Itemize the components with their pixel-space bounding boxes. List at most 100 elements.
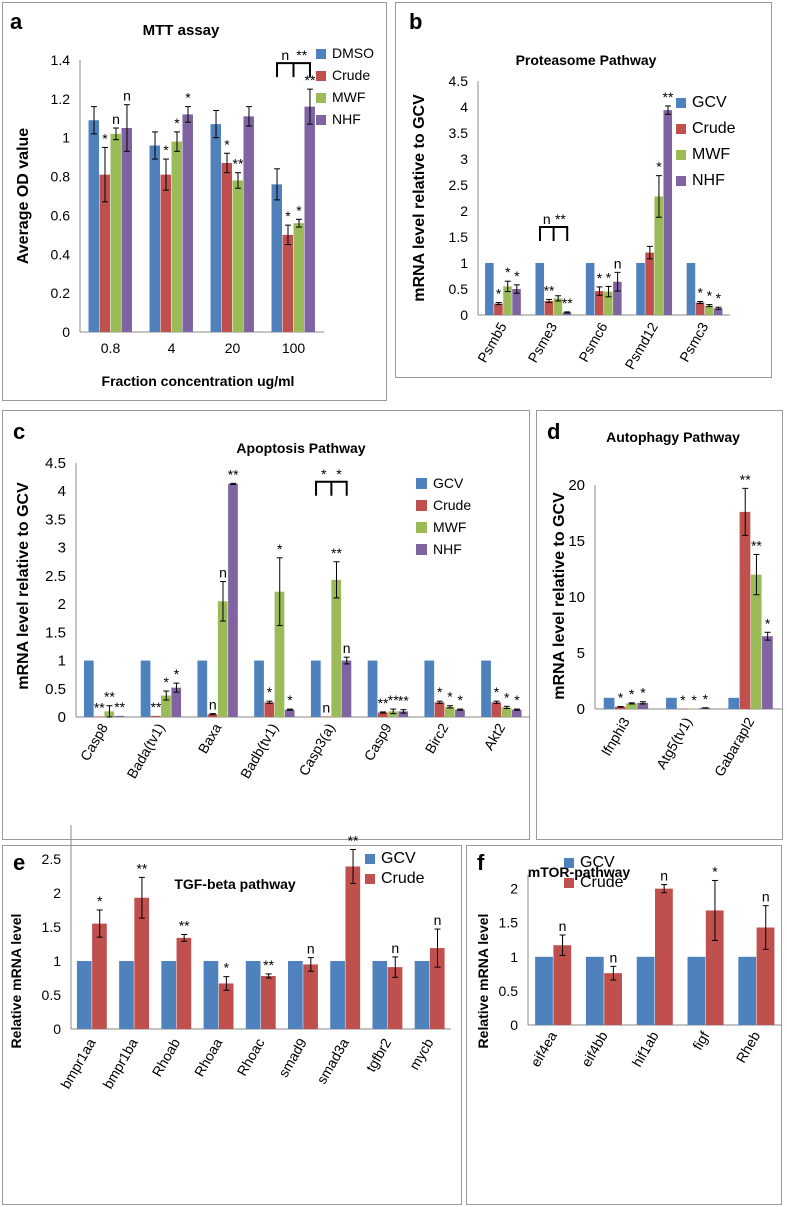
- y-tick-label: 2: [460, 203, 468, 219]
- bar-gcv-casp9: [367, 660, 378, 717]
- y-tick-label: 0.4: [51, 246, 71, 262]
- bar-crude-gabarapl2: [739, 511, 751, 709]
- bar-mwf-atg5-tv1: [688, 708, 700, 710]
- significance-label: n: [660, 868, 668, 884]
- panel-label-b: b: [409, 9, 423, 34]
- legend-swatch-crude: [564, 878, 574, 888]
- panel-b: b Proteasome Pathway 0 0.5 1 1.5 2 2.5 3 3.5 4 4.5…: [395, 2, 772, 378]
- bar-crude-rheb: [756, 927, 775, 1025]
- x-tick-label: lfnphi3: [598, 714, 633, 758]
- legend-label-mwf: MWF: [692, 146, 730, 163]
- bar-mwf-psmc3: [704, 305, 714, 315]
- chart-e: TGF-beta pathway 0 0.5 1 1.5 2 2.5 Relative mRN…: [8, 825, 451, 1091]
- x-tick-label: mycb: [406, 1035, 437, 1072]
- y-tick-label: 0.5: [42, 987, 62, 1003]
- x-tick-label: Birc2: [422, 720, 452, 756]
- x-tick-label: Badb(tv1): [237, 721, 281, 782]
- y-axis-label: Relative mRNA level: [475, 914, 491, 1049]
- bar-crude-figf: [705, 910, 724, 1025]
- significance-label: n: [391, 940, 399, 956]
- significance-label: **: [305, 72, 316, 88]
- bar-crude-birc2: [434, 702, 445, 717]
- bracket-label: n: [543, 211, 551, 227]
- y-tick-label: 3.5: [45, 511, 66, 528]
- y-tick-label: 0.5: [449, 281, 469, 297]
- bar-dmso-0-8: [88, 120, 100, 332]
- comparison-bracket: [315, 480, 348, 496]
- panel-c: c Apoptosis Pathway 0 0.5 1 1.5 2 2.5 3 3.5 4 4.5 m…: [2, 410, 530, 840]
- bar-nhf-4: [182, 114, 193, 333]
- significance-label: *: [185, 90, 191, 106]
- bar-crude-psmc3: [695, 302, 705, 315]
- comparison-bracket: [276, 62, 311, 78]
- legend-swatch-crude: [676, 124, 686, 134]
- legend-swatch-gcv: [365, 854, 375, 864]
- significance-label: *: [505, 264, 511, 280]
- y-tick-label: 0: [460, 307, 468, 323]
- chart-title: Apoptosis Pathway: [236, 440, 365, 456]
- significance-label: **: [398, 693, 409, 709]
- legend-swatch-mwf: [676, 150, 686, 160]
- bar-mwf-badb-tv1: [274, 591, 285, 717]
- x-tick-label: bmpr1aa: [57, 1035, 99, 1091]
- x-tick-label: Bada(tv1): [124, 721, 168, 782]
- bar-mwf-casp3-a: [331, 579, 342, 717]
- bar-crude-atg5-tv1: [677, 708, 688, 710]
- panel-label-a: a: [10, 9, 23, 34]
- bar-gcv-atg5-tv1: [666, 697, 677, 709]
- significance-label: n: [614, 255, 622, 271]
- y-tick-label: 3: [58, 540, 66, 557]
- x-tick-label: Gabarapl2: [711, 714, 758, 779]
- y-tick-label: 4.5: [449, 73, 469, 89]
- bar-mwf-birc2: [444, 706, 455, 717]
- bar-crude-psmd12: [645, 252, 654, 315]
- panel-d: d Autophagy Pathway 0 5 10 15 20 mRNA level re…: [536, 410, 783, 840]
- y-tick-label: 1.5: [42, 919, 62, 935]
- significance-label: *: [504, 689, 510, 705]
- chart-b: Proteasome Pathway 0 0.5 1 1.5 2 2.5 3 3.5 4 4.5 mR…: [411, 52, 736, 372]
- bar-nhf-badb-tv1: [284, 709, 295, 717]
- bracket-label: **: [555, 211, 566, 227]
- x-tick-label: bmpr1ba: [99, 1035, 141, 1091]
- y-tick-label: 0: [577, 701, 585, 718]
- legend-label-crude: Crude: [332, 67, 370, 83]
- bar-mwf-100: [293, 223, 304, 332]
- bar-mwf-gabarapl2: [750, 574, 762, 709]
- x-tick-label: 4: [168, 340, 176, 356]
- legend-swatch-nhf: [316, 115, 326, 125]
- x-tick-label: eif4bb: [578, 1028, 611, 1069]
- significance-label: *: [716, 290, 722, 306]
- significance-label: *: [174, 115, 180, 131]
- significance-label: **: [104, 689, 115, 705]
- bracket-label: *: [321, 466, 327, 482]
- bar-gcv-bada-tv1: [140, 660, 151, 717]
- y-tick-label: 0.2: [51, 285, 71, 301]
- bar-gcv-hif1ab: [636, 956, 655, 1025]
- bar-nhf-0-8: [121, 128, 132, 332]
- significance-label: *: [514, 692, 520, 708]
- y-tick-label: 0: [62, 324, 70, 340]
- y-tick-label: 0.6: [51, 207, 71, 223]
- x-tick-label: Rhoac: [234, 1036, 268, 1079]
- significance-label: **: [348, 832, 359, 848]
- bar-nhf-casp9: [398, 711, 409, 717]
- legend-swatch-mwf: [316, 93, 326, 103]
- bar-nhf-psmc3: [713, 308, 723, 315]
- legend-label-crude: Crude: [580, 874, 624, 891]
- bar-crude-eif4ea: [553, 945, 572, 1025]
- significance-label: *: [698, 284, 704, 300]
- chart-c: Apoptosis Pathway 0 0.5 1 1.5 2 2.5 3 3.5 4 4.5 mRN…: [15, 440, 530, 782]
- y-tick-label: 2: [510, 881, 518, 897]
- x-axis-label: Fraction concentration ug/ml: [102, 373, 295, 389]
- chart-title: MTT assay: [143, 22, 220, 39]
- y-tick-label: 1: [460, 255, 468, 271]
- y-tick-label: 0: [510, 1017, 518, 1033]
- significance-label: **: [562, 295, 573, 311]
- chart-title: TGF-beta pathway: [174, 876, 296, 892]
- bar-mwf-20: [232, 180, 243, 332]
- y-tick-label: 0.5: [45, 681, 66, 698]
- legend-swatch-gcv: [564, 858, 574, 868]
- y-axis-label: Average OD value: [15, 128, 32, 264]
- bar-gcv-figf: [687, 956, 706, 1025]
